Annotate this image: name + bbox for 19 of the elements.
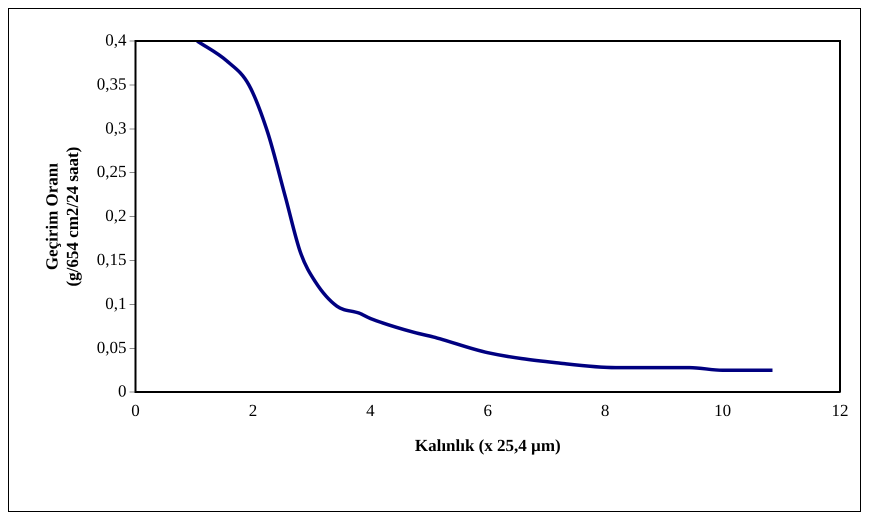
line-series [195, 41, 774, 372]
x-tick-label: 8 [600, 400, 610, 420]
x-tick-label: 10 [714, 400, 732, 420]
y-tick-label: 0 [118, 382, 127, 401]
y-tick-label: 0,2 [105, 206, 127, 226]
x-tick-label: 6 [484, 400, 492, 420]
y-tick-label: 0,3 [105, 118, 127, 138]
y-axis-title: Geçirim Oranı (g/654 cm2/24 saat) [42, 146, 82, 286]
y-tick-label: 0,35 [96, 74, 127, 94]
y-tick-label: 0,15 [96, 250, 127, 269]
x-tick-label: 2 [248, 400, 258, 420]
y-tick-label: 0,05 [96, 338, 127, 357]
x-tick-label: 4 [366, 400, 376, 420]
x-tick-label: 12 [832, 400, 848, 420]
x-axis-title: Kalınlık (x 25,4 µm) [414, 436, 561, 456]
y-tick-label: 0,1 [105, 294, 127, 313]
y-tick-label: 0,25 [96, 162, 127, 182]
y-tick-label: 0,4 [105, 30, 128, 50]
x-tick-label: 0 [131, 400, 140, 420]
